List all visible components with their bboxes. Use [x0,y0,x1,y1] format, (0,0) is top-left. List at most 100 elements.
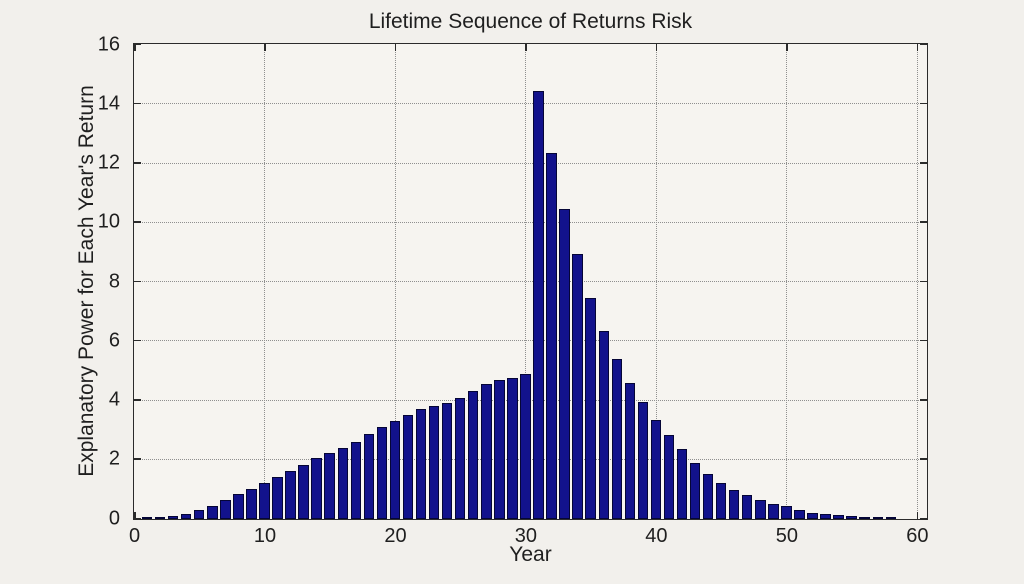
y-tick-label-6: 6 [108,329,120,352]
y-tick-mark-2-left [134,458,141,460]
bar-year-54 [833,515,844,519]
bar-year-40 [650,420,662,519]
bar-year-11 [272,476,283,519]
bar-year-5 [194,510,205,519]
bar-year-14 [311,458,322,519]
bar-year-6 [207,505,218,519]
bar-year-10 [259,483,270,519]
bar-year-27 [481,383,492,519]
bar-year-26 [468,391,479,519]
bar-year-31 [533,91,544,519]
bar-year-55 [846,516,857,519]
bar-year-47 [742,495,753,519]
x-tick-mark-0-bottom [134,512,136,519]
y-tick-mark-0-right [920,517,927,519]
bar-year-37 [611,359,622,519]
bar-year-45 [715,482,727,519]
x-tick-mark-10-top [264,44,266,51]
bar-year-58 [885,517,896,519]
bar-year-30 [520,373,531,519]
y-tick-mark-14-right [920,102,927,105]
bar-year-41 [663,434,675,519]
bar-year-13 [298,465,309,519]
x-tick-mark-40-top [655,44,658,51]
bar-year-57 [872,517,883,519]
bar-year-3 [167,516,179,519]
y-tick-label-12: 12 [97,151,120,174]
bar-year-56 [859,517,870,519]
bar-year-2 [154,517,166,519]
y-tick-mark-10-left [134,221,141,223]
y-tick-mark-12-right [920,162,927,164]
y-tick-mark-12-left [134,162,141,164]
bar-year-9 [246,488,257,519]
bar-year-51 [794,510,805,519]
bar-year-25 [454,398,466,519]
y-tick-label-14: 14 [97,92,120,115]
bar-year-32 [546,153,557,519]
bar-year-50 [781,506,792,519]
bar-year-18 [363,433,375,519]
bar-year-43 [689,463,701,519]
x-tick-mark-30-top [525,44,527,51]
x-tick-label-0: 0 [128,525,141,547]
x-tick-label-40: 40 [645,525,668,547]
bar-year-15 [324,452,335,519]
y-tick-label-10: 10 [97,210,120,233]
y-tick-label-16: 16 [97,33,120,55]
bar-year-52 [807,512,818,519]
bar-year-1 [141,517,153,519]
gridline-x-60 [916,44,918,519]
y-tick-mark-8-right [920,280,927,282]
gridline-x-40 [655,44,657,519]
bar-year-36 [598,331,609,519]
bar-year-21 [402,414,414,519]
y-tick-mark-0-left [134,517,141,519]
y-tick-label-8: 8 [108,270,120,292]
x-tick-mark-0-top [134,44,136,51]
y-tick-mark-4-left [134,399,141,401]
y-tick-mark-2-right [920,458,927,460]
bar-year-44 [702,473,714,519]
bar-year-22 [415,409,427,519]
bar-year-20 [389,420,401,519]
y-tick-mark-4-right [920,399,927,401]
bar-year-4 [180,513,192,519]
x-tick-mark-60-top [916,44,919,51]
y-tick-mark-16-right [920,43,927,45]
y-tick-label-0: 0 [108,507,120,529]
gridline-y-10 [134,221,927,223]
bar-year-53 [820,514,831,519]
bar-year-23 [428,406,440,519]
y-tick-label-4: 4 [108,388,120,411]
x-tick-mark-20-top [394,44,397,51]
y-tick-mark-14-left [134,102,141,105]
bar-year-49 [768,504,779,519]
plot-area [133,43,928,520]
bar-year-7 [220,500,231,519]
gridline-y-8 [134,281,927,282]
x-axis-label: Year [509,543,552,566]
bar-year-46 [728,490,740,519]
bar-year-33 [559,208,570,519]
y-tick-mark-6-right [920,339,927,342]
gridline-x-10 [264,44,266,519]
y-tick-mark-10-right [920,221,927,223]
x-tick-mark-50-top [786,44,788,51]
y-tick-mark-16-left [134,43,141,45]
bar-year-42 [676,449,688,519]
bar-year-17 [350,441,362,519]
x-tick-label-10: 10 [253,525,277,547]
x-tick-label-30: 30 [514,525,538,547]
gridline-y-12 [134,162,927,164]
x-tick-label-60: 60 [906,525,929,547]
y-axis-label: Explanatory Power for Each Year's Return [75,85,98,477]
x-tick-label-20: 20 [384,525,407,547]
y-tick-label-2: 2 [108,447,120,470]
gridline-y-14 [134,103,927,105]
x-tick-label-50: 50 [775,525,798,547]
bar-year-8 [233,493,244,519]
gridline-x-50 [786,44,788,519]
bar-year-28 [494,379,505,519]
